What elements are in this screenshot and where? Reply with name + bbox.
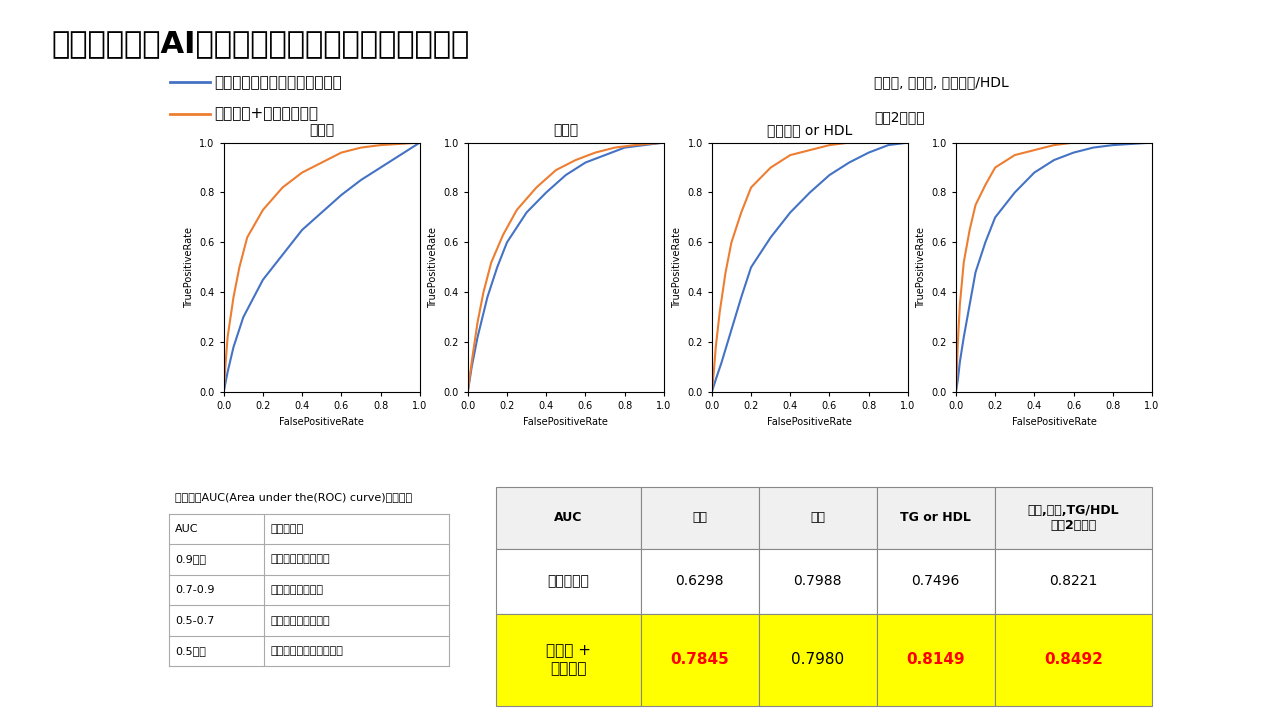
Text: 0.7496: 0.7496	[911, 575, 960, 588]
Text: 0.8221: 0.8221	[1050, 575, 1097, 588]
Text: 低精度な予測モデル: 低精度な予測モデル	[270, 616, 330, 626]
Y-axis label: TruePositiveRate: TruePositiveRate	[916, 227, 925, 308]
Text: 0.8492: 0.8492	[1044, 652, 1103, 667]
Text: 検査値のみ: 検査値のみ	[548, 575, 589, 588]
Text: 0.7-0.9: 0.7-0.9	[175, 585, 215, 595]
Text: 0.7988: 0.7988	[794, 575, 842, 588]
Title: 血圧値: 血圧値	[310, 123, 334, 138]
Title: 血糖値: 血糖値	[553, 123, 579, 138]
Text: ランダム予測モデル以下: ランダム予測モデル以下	[270, 646, 343, 656]
Text: 0.8149: 0.8149	[906, 652, 965, 667]
Text: ：検査値+生活習慣状況: ：検査値+生活習慣状況	[215, 106, 319, 121]
Text: 血糖: 血糖	[810, 511, 826, 524]
X-axis label: FalsePositiveRate: FalsePositiveRate	[524, 417, 608, 427]
Text: 0.7980: 0.7980	[791, 652, 844, 667]
Text: 高精度の予測モデル: 高精度の予測モデル	[270, 554, 330, 564]
Bar	[877, 614, 995, 706]
Text: 効果の評価: 効果の評価	[270, 524, 303, 534]
Text: 血圧,血糖,TG/HDL
から2つ以上: 血圧,血糖,TG/HDL から2つ以上	[1028, 504, 1119, 532]
Text: AUC: AUC	[554, 511, 582, 524]
Y-axis label: TruePositiveRate: TruePositiveRate	[184, 227, 193, 308]
Text: AUC: AUC	[175, 524, 198, 534]
Title: 中性脂肪 or HDL: 中性脂肪 or HDL	[767, 123, 852, 138]
Text: 0.5以下: 0.5以下	[175, 646, 206, 656]
Text: 一般的なAUC(Area under the(ROC) curve)値の解釈: 一般的なAUC(Area under the(ROC) curve)値の解釈	[175, 492, 412, 502]
Text: 適度な予測モデル: 適度な予測モデル	[270, 585, 324, 595]
Bar	[759, 487, 877, 549]
Text: 0.9以上: 0.9以上	[175, 554, 206, 564]
Bar	[640, 549, 759, 614]
Text: 検査値ベースAI推論エンジンの性能評価（一部）: 検査値ベースAI推論エンジンの性能評価（一部）	[51, 29, 470, 58]
Bar	[877, 549, 995, 614]
Bar	[995, 549, 1152, 614]
Text: ：検査値のみの基準値内外判定: ：検査値のみの基準値内外判定	[215, 75, 342, 90]
Text: 0.7845: 0.7845	[671, 652, 728, 667]
Bar	[995, 614, 1152, 706]
Bar	[640, 614, 759, 706]
Text: 検査値 +
生活習慣: 検査値 + 生活習慣	[545, 644, 591, 676]
Bar	[995, 487, 1152, 549]
Y-axis label: TruePositiveRate: TruePositiveRate	[672, 227, 682, 308]
X-axis label: FalsePositiveRate: FalsePositiveRate	[768, 417, 852, 427]
Bar	[497, 614, 640, 706]
Bar	[877, 487, 995, 549]
Text: 血圧: 血圧	[692, 511, 707, 524]
Bar	[640, 487, 759, 549]
Bar	[759, 549, 877, 614]
Text: 0.5-0.7: 0.5-0.7	[175, 616, 214, 626]
X-axis label: FalsePositiveRate: FalsePositiveRate	[279, 417, 365, 427]
Text: 血圧値, 血糖値, 中性脂肪/HDL: 血圧値, 血糖値, 中性脂肪/HDL	[874, 76, 1009, 89]
Text: TG or HDL: TG or HDL	[900, 511, 972, 524]
Text: 0.6298: 0.6298	[676, 575, 723, 588]
Bar	[759, 614, 877, 706]
Bar	[497, 549, 640, 614]
Bar	[497, 487, 640, 549]
Y-axis label: TruePositiveRate: TruePositiveRate	[428, 227, 438, 308]
Text: から2つ以上: から2つ以上	[874, 110, 925, 124]
X-axis label: FalsePositiveRate: FalsePositiveRate	[1011, 417, 1097, 427]
